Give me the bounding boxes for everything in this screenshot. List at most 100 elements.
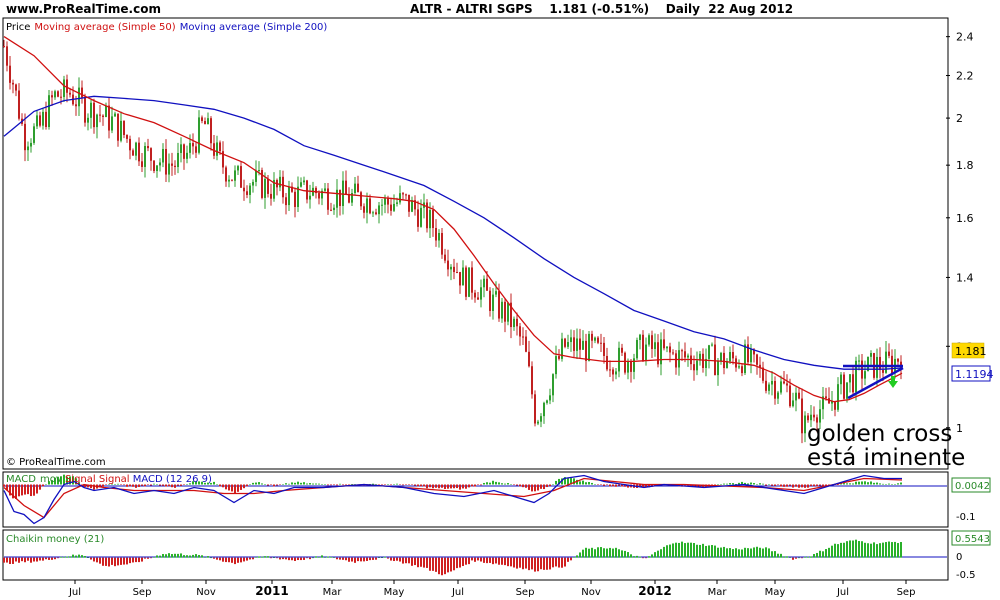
price-candle-body xyxy=(675,353,677,368)
chaikin-bar xyxy=(360,557,362,562)
price-candle-body xyxy=(477,297,479,300)
chaikin-bar xyxy=(51,557,53,560)
price-candle-body xyxy=(192,143,194,147)
chaikin-bar xyxy=(651,554,653,558)
price-candle-body xyxy=(468,267,470,297)
price-candle-body xyxy=(720,352,722,362)
price-candle-body xyxy=(114,113,116,117)
price-candle-body xyxy=(882,370,884,373)
macd-legend: MACD mov Signal Signal MACD (12 26 9) xyxy=(6,474,212,485)
price-candle-body xyxy=(126,134,128,139)
price-candle-body xyxy=(618,347,620,372)
macd-hist-bar xyxy=(750,482,752,485)
chaikin-bar xyxy=(159,555,161,558)
price-candle-body xyxy=(714,344,716,376)
macd-hist-bar xyxy=(468,484,470,488)
price-candle-body xyxy=(177,152,179,167)
chaikin-bar xyxy=(591,547,593,558)
chaikin-bar xyxy=(276,557,278,559)
macd-hist-bar xyxy=(609,484,611,487)
price-candle-body xyxy=(657,342,659,365)
price-candle-body xyxy=(672,352,674,354)
macd-hist-bar xyxy=(450,484,452,489)
chaikin-bar xyxy=(765,547,767,558)
chaikin-bar xyxy=(249,557,251,560)
chaikin-bar xyxy=(174,553,176,558)
price-candle-body xyxy=(528,351,530,367)
chaikin-bar xyxy=(258,556,260,558)
price-candle-body xyxy=(63,79,65,98)
price-candle-body xyxy=(579,338,581,350)
chaikin-bar xyxy=(408,557,410,564)
chaikin-bar xyxy=(324,557,326,558)
macd-hist-bar xyxy=(480,484,482,486)
price-candle-body xyxy=(510,302,512,328)
chaikin-bar xyxy=(318,557,320,558)
price-candle-body xyxy=(159,162,161,166)
chaikin-bar xyxy=(639,556,641,558)
chaikin-bar xyxy=(228,557,230,563)
price-candle-body xyxy=(282,176,284,198)
chaikin-bar xyxy=(516,557,518,569)
macd-hist-bar xyxy=(519,484,521,487)
macd-hist-bar xyxy=(312,483,314,485)
macd-hist-bar xyxy=(471,484,473,487)
price-candle-body xyxy=(420,207,422,227)
price-candle-body xyxy=(645,344,647,361)
macd-hist-bar xyxy=(465,484,467,489)
chaikin-panel[interactable] xyxy=(2,529,949,581)
price-candle-body xyxy=(564,338,566,347)
macd-hist-bar xyxy=(24,484,26,495)
price-candle-body xyxy=(120,120,122,141)
macd-hist-bar xyxy=(696,484,698,488)
macd-hist-bar xyxy=(396,483,398,485)
macd-hist-bar xyxy=(168,484,170,487)
price-candle-body xyxy=(45,111,47,127)
price-candle-body xyxy=(315,187,317,194)
macd-hist-bar xyxy=(462,484,464,489)
price-candle-body xyxy=(600,342,602,344)
macd-hist-bar xyxy=(546,484,548,488)
price-candle-body xyxy=(663,339,665,349)
macd-hist-bar xyxy=(477,484,479,485)
price-panel[interactable] xyxy=(2,17,949,470)
price-candle-body xyxy=(429,209,431,229)
chaikin-bar xyxy=(222,557,224,562)
chaikin-bar xyxy=(60,556,62,558)
price-candle-body xyxy=(324,188,326,191)
macd-hist-bar xyxy=(534,484,536,492)
macd-hist-bar xyxy=(27,484,29,495)
ma50-line xyxy=(3,36,903,403)
macd-hist-bar xyxy=(108,484,110,485)
macd-hist-bar xyxy=(510,484,512,485)
macd-hist-bar xyxy=(702,484,704,488)
chaikin-bar xyxy=(756,546,758,558)
price-candle-body xyxy=(822,396,824,410)
macd-panel[interactable] xyxy=(2,471,949,528)
price-candle-body xyxy=(24,123,26,151)
macd-hist-bar xyxy=(795,484,797,487)
macd-hist-bar xyxy=(306,483,308,485)
macd-hist-bar xyxy=(753,483,755,485)
chaikin-bar xyxy=(330,556,332,558)
chaikin-bar xyxy=(609,547,611,558)
macd-hist-bar xyxy=(78,482,80,485)
macd-hist-bar xyxy=(285,483,287,485)
price-candle-body xyxy=(330,209,332,211)
price-candle-body xyxy=(270,193,272,199)
chaikin-bar xyxy=(870,543,872,558)
chaikin-bar xyxy=(270,557,272,559)
price-candle-body xyxy=(147,146,149,149)
price-candle-body xyxy=(762,367,764,381)
price-candle-body xyxy=(297,186,299,207)
price-candle-body xyxy=(696,360,698,371)
macd-hist-bar xyxy=(264,484,266,485)
macd-hist-bar xyxy=(99,484,101,488)
macd-hist-bar xyxy=(315,483,317,485)
chaikin-bar xyxy=(90,557,92,560)
site-title[interactable]: www.ProRealTime.com xyxy=(6,2,161,16)
macd-hist-bar xyxy=(741,481,743,485)
title-bar: www.ProRealTime.com ALTR - ALTRI SGPS 1.… xyxy=(0,0,1000,17)
price-candle-body xyxy=(723,352,725,369)
